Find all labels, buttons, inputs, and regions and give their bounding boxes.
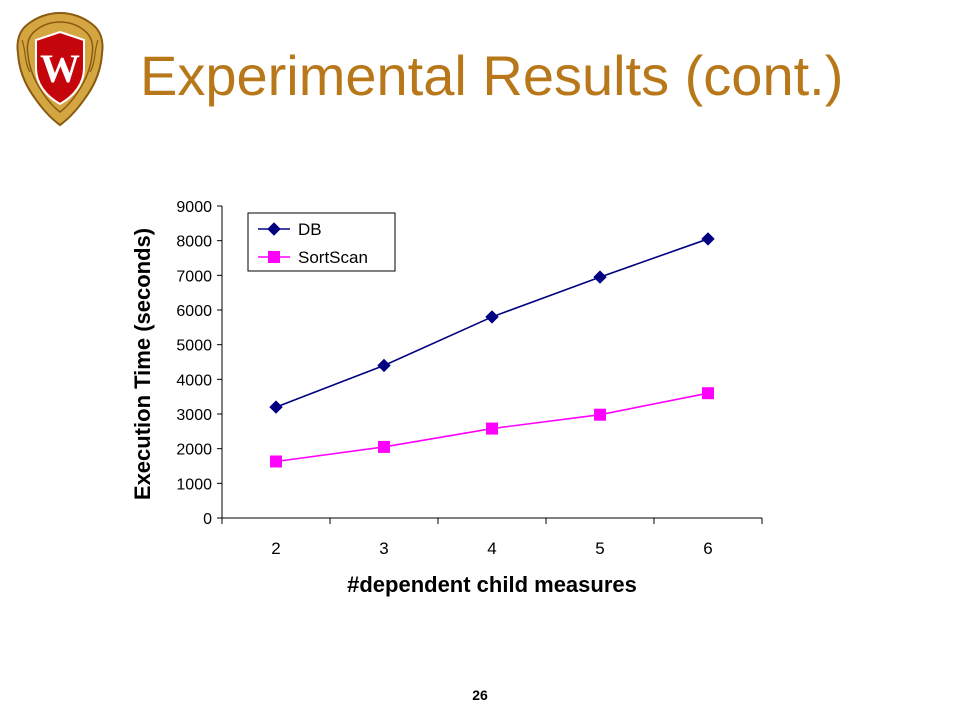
- x-tick-label: 6: [703, 539, 712, 558]
- y-axis-title: Execution Time (seconds): [130, 228, 155, 500]
- y-tick-label: 1000: [176, 476, 212, 493]
- legend-marker-db: [267, 222, 281, 236]
- crest-shield: [35, 30, 85, 106]
- data-point-db: [485, 310, 499, 324]
- y-tick-label: 8000: [176, 234, 212, 251]
- data-point-sortscan: [270, 455, 282, 468]
- x-tick-label: 2: [271, 539, 280, 558]
- university-crest-icon: W: [16, 11, 104, 127]
- page-title: Experimental Results (cont.): [140, 44, 844, 107]
- y-tick-label: 7000: [176, 268, 212, 285]
- y-tick-label: 9000: [176, 199, 212, 216]
- legend-marker-sortscan: [268, 251, 280, 263]
- x-axis-title: #dependent child measures: [347, 572, 637, 597]
- data-point-db: [593, 270, 607, 284]
- y-tick-label: 6000: [176, 303, 212, 320]
- y-tick-label: 5000: [176, 338, 212, 355]
- legend-label-sortscan: SortScan: [298, 248, 368, 267]
- legend-label-db: DB: [298, 220, 322, 239]
- x-tick-label: 4: [487, 539, 496, 558]
- data-point-sortscan: [486, 422, 498, 435]
- crest-ornament-right: [81, 39, 99, 103]
- data-point-db: [269, 400, 283, 414]
- crest-letter: W: [40, 46, 80, 91]
- data-point-db: [701, 232, 715, 246]
- y-tick-label: 0: [203, 511, 212, 528]
- crest-inner-frame: [26, 21, 94, 113]
- page-number: 26: [472, 687, 488, 703]
- y-tick-label: 4000: [176, 372, 212, 389]
- data-point-sortscan: [702, 387, 714, 400]
- data-point-sortscan: [594, 408, 606, 421]
- line-chart: 0 1000 2000 3000 4000 5000 6000 7000 8000 9000 2 3 4…: [130, 199, 763, 597]
- x-tick-label: 5: [595, 539, 604, 558]
- crest-ornament-left: [21, 39, 39, 103]
- data-point-sortscan: [378, 440, 390, 453]
- y-tick-label: 2000: [176, 442, 212, 459]
- y-tick-label: 3000: [176, 407, 212, 424]
- data-point-db: [377, 358, 391, 373]
- x-tick-label: 3: [379, 539, 388, 558]
